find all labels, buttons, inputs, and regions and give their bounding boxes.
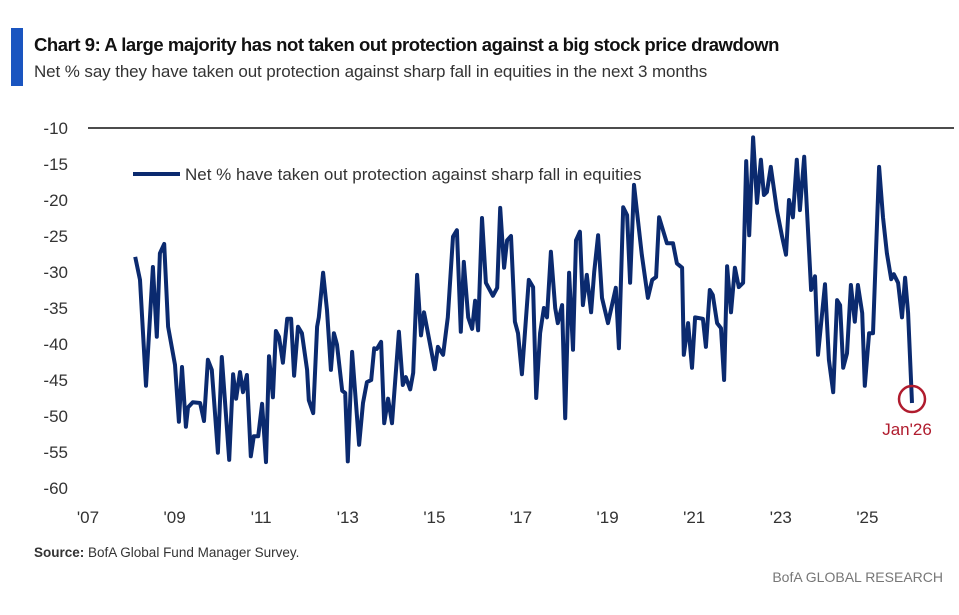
chart-subtitle: Net % say they have taken out protection… bbox=[34, 62, 708, 81]
annotation-circle bbox=[897, 384, 927, 414]
y-tick-label: -60 bbox=[43, 479, 68, 498]
x-tick-label: '21 bbox=[683, 508, 705, 527]
y-tick-label: -15 bbox=[43, 155, 68, 174]
y-tick-label: -10 bbox=[43, 119, 68, 138]
source-label: Source: bbox=[34, 545, 85, 560]
x-tick-label: '23 bbox=[770, 508, 792, 527]
x-tick-label: '09 bbox=[164, 508, 186, 527]
y-tick-label: -30 bbox=[43, 263, 68, 282]
legend: Net % have taken out protection against … bbox=[133, 165, 641, 184]
y-tick-label: -35 bbox=[43, 299, 68, 318]
x-tick-label: '19 bbox=[597, 508, 619, 527]
x-tick-label: '15 bbox=[423, 508, 445, 527]
y-tick-label: -50 bbox=[43, 407, 68, 426]
x-tick-label: '11 bbox=[251, 508, 272, 527]
chart-title: Chart 9: A large majority has not taken … bbox=[34, 34, 779, 55]
y-tick-label: -55 bbox=[43, 443, 68, 462]
annotation-label: Jan'26 bbox=[882, 420, 932, 439]
x-tick-label: '25 bbox=[856, 508, 878, 527]
legend-label: Net % have taken out protection against … bbox=[185, 165, 641, 184]
x-axis-ticks: '07 '09 '11 '13 '15 '17 '19 '21 '23 '25 bbox=[77, 508, 879, 527]
y-tick-label: -40 bbox=[43, 335, 68, 354]
x-tick-label: '13 bbox=[337, 508, 359, 527]
y-tick-label: -45 bbox=[43, 371, 68, 390]
x-tick-label: '17 bbox=[510, 508, 532, 527]
series-group bbox=[133, 135, 914, 465]
annotation: Jan'26 bbox=[882, 384, 932, 439]
y-tick-label: -20 bbox=[43, 191, 68, 210]
series-line bbox=[133, 135, 914, 465]
x-tick-label: '07 bbox=[77, 508, 99, 527]
source-note: Source: BofA Global Fund Manager Survey. bbox=[34, 545, 299, 560]
title-accent-bar bbox=[11, 28, 23, 86]
brand-footer: BofA GLOBAL RESEARCH bbox=[772, 569, 943, 585]
y-axis-ticks: -10 -15 -20 -25 -30 -35 -40 -45 -50 -55 -60 bbox=[43, 119, 68, 498]
y-tick-label: -25 bbox=[43, 227, 68, 246]
source-text: BofA Global Fund Manager Survey. bbox=[84, 545, 300, 560]
